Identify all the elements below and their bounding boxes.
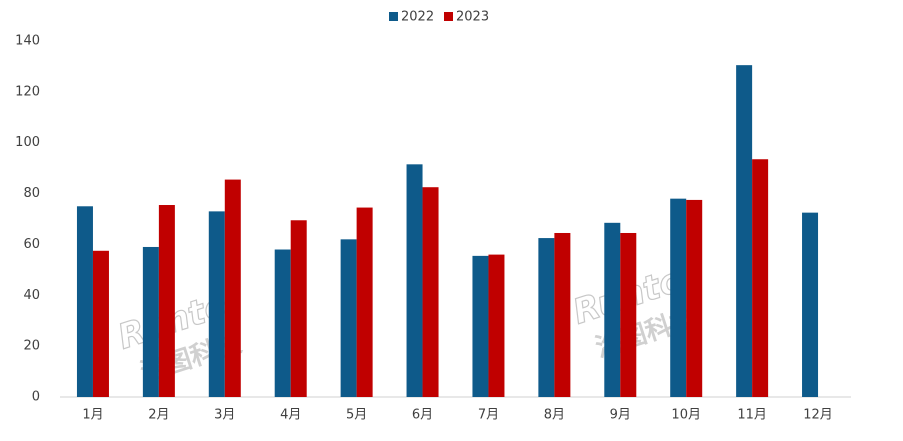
x-tick-label: 5月 xyxy=(346,408,367,423)
legend-swatch xyxy=(389,12,398,21)
bar xyxy=(686,199,703,397)
bar xyxy=(620,232,637,397)
bar xyxy=(208,211,225,397)
x-tick-label: 2月 xyxy=(148,408,169,423)
bar xyxy=(472,255,489,397)
y-tick-label: 0 xyxy=(32,390,40,405)
bar xyxy=(538,238,555,397)
bar xyxy=(670,198,687,397)
legend-swatch xyxy=(444,12,453,21)
x-tick-label: 7月 xyxy=(478,408,499,423)
bar xyxy=(422,187,439,397)
legend-label: 2022 xyxy=(401,10,434,25)
bar xyxy=(290,220,307,397)
bar xyxy=(142,246,159,397)
x-tick-label: 11月 xyxy=(737,408,767,423)
bar xyxy=(76,206,93,397)
y-tick-label: 100 xyxy=(15,135,40,150)
x-tick-label: 8月 xyxy=(544,408,565,423)
bar xyxy=(554,232,571,397)
bar xyxy=(356,207,373,397)
bar xyxy=(802,212,819,397)
y-tick-label: 120 xyxy=(15,84,40,99)
y-tick-label: 20 xyxy=(23,339,40,354)
y-tick-label: 40 xyxy=(23,288,40,303)
x-tick-label: 9月 xyxy=(610,408,631,423)
x-tick-label: 10月 xyxy=(671,408,701,423)
bar xyxy=(752,159,769,397)
x-tick-label: 4月 xyxy=(280,408,301,423)
x-tick-label: 6月 xyxy=(412,408,433,423)
bar xyxy=(224,179,241,397)
bar xyxy=(274,249,291,397)
x-tick-label: 1月 xyxy=(82,408,103,423)
bar xyxy=(736,65,753,398)
legend-label: 2023 xyxy=(456,10,489,25)
bar xyxy=(604,222,621,397)
y-tick-label: 80 xyxy=(23,186,40,201)
bar xyxy=(406,164,423,397)
bar xyxy=(488,254,505,397)
y-tick-label: 60 xyxy=(23,237,40,252)
x-tick-label: 12月 xyxy=(803,408,833,423)
bar xyxy=(340,239,357,397)
bar xyxy=(158,205,175,397)
x-tick-label: 3月 xyxy=(214,408,235,423)
y-tick-label: 140 xyxy=(15,34,40,49)
bar xyxy=(92,250,109,397)
